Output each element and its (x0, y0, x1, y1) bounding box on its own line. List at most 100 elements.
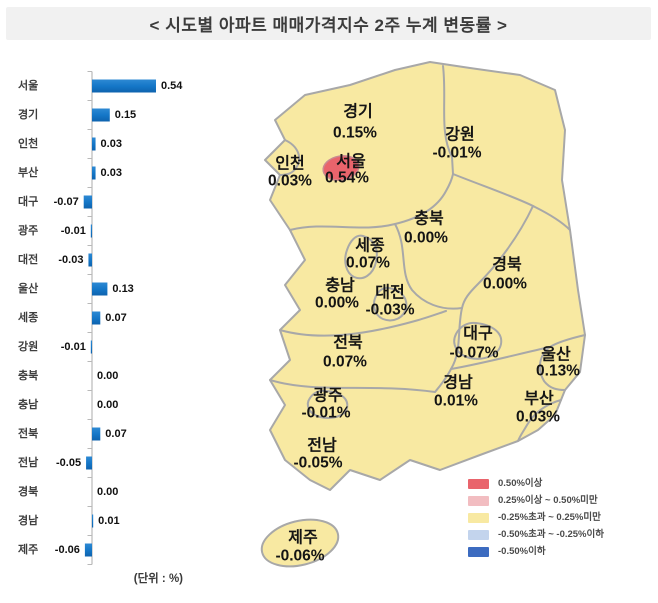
map-legend: 0.50%이상 0.25%이상 ~ 0.50%미만 -0.25%초과 ~ 0.25%… (468, 479, 604, 564)
bar (92, 79, 156, 93)
bar-value-label: 0.54 (161, 80, 183, 92)
bar-category-label: 대구 (18, 194, 38, 208)
bar-category-label: 광주 (18, 224, 38, 237)
map-region-label: 경기 (343, 103, 372, 121)
sejong-border (344, 234, 378, 280)
bar-value-label: 0.07 (105, 428, 126, 440)
bar-value-label: -0.07 (54, 196, 79, 208)
bar-chart: 서울 0.54 경기 0.15 인천 0.03 부산 0.03 대구 -0.07 광주 -0.01 대전… (18, 71, 183, 565)
bar-category-label: 대전 (18, 252, 38, 266)
province-border (452, 173, 571, 231)
gwangju-border (306, 389, 349, 419)
province-border (279, 139, 301, 176)
korea-map-svg: 경기0.15% 강원-0.01%인천0.03%서울0.54%충북0.00%세종0.… (260, 61, 586, 568)
map-region-value: -0.07% (449, 345, 498, 362)
bar (84, 543, 92, 557)
bar-category-label: 강원 (18, 339, 38, 353)
map-region-label: 경북 (492, 256, 522, 274)
bar-category-label: 전북 (18, 426, 38, 440)
bar (83, 195, 92, 209)
bar (92, 166, 96, 180)
map-region-value: 0.00% (404, 230, 448, 247)
map-region-value: 0.54% (325, 170, 369, 187)
bar-value-label: 0.00 (97, 370, 118, 382)
province-border (289, 173, 454, 231)
bar-value-label: 0.01 (98, 515, 119, 527)
page-title-bar: < 시도별 아파트 매매가격지수 2주 누계 변동률 > (6, 7, 651, 40)
map-region-label: 인천 (275, 155, 304, 173)
province-border (269, 379, 436, 393)
map-region-label: 강원 (445, 126, 474, 144)
map-region-value: 0.03% (268, 173, 312, 190)
bar-value-label: 0.13 (112, 283, 133, 295)
legend-swatch (468, 513, 489, 523)
map-region-value: -0.01% (301, 405, 350, 422)
jeju-island (260, 518, 340, 568)
map-region-value: -0.06% (275, 548, 324, 565)
daegu-border (453, 321, 503, 360)
bar-value-label: -0.05 (56, 457, 81, 469)
map-region-value: -0.05% (293, 455, 342, 472)
bar-value-label: -0.03 (58, 254, 83, 266)
map-region-label: 울산 (541, 346, 571, 364)
legend-item: -0.50%초과 ~ -0.25%이하 (468, 530, 604, 540)
legend-label: -0.25%초과 ~ 0.25%미만 (498, 512, 601, 523)
bar-value-label: 0.07 (105, 312, 126, 324)
map-region-label: 충북 (414, 210, 444, 228)
map-region-label: 충남 (325, 277, 355, 295)
bar-category-label: 경기 (18, 107, 38, 121)
korea-map: 경기 0.15% 강원 -0.01% 인천 0.03% 서울 0.54% 충북 0.00% 세종 0.… (250, 52, 658, 603)
bar-category-label: 전남 (18, 455, 38, 469)
legend-swatch (468, 530, 489, 540)
bar (92, 427, 101, 441)
map-region-value: 0.13% (536, 363, 580, 380)
legend-label: -0.50%이하 (498, 546, 546, 557)
bar (92, 108, 110, 122)
map-region-label: 서울 (336, 153, 366, 171)
bar (92, 282, 108, 296)
province-border (450, 346, 551, 370)
province-border (279, 310, 447, 337)
bar-category-label: 충남 (18, 397, 38, 411)
legend-label: -0.50%초과 ~ -0.25%이하 (498, 529, 604, 540)
bar (92, 311, 101, 325)
bar-value-label: 0.00 (97, 486, 118, 498)
bar-category-label: 경남 (18, 513, 38, 527)
map-region-label: 전남 (307, 437, 337, 455)
bar-category-label: 제주 (18, 542, 38, 556)
bar-category-label: 인천 (18, 136, 38, 150)
bar-value-label: -0.01 (61, 225, 86, 237)
map-region-label: 세종 (355, 237, 385, 255)
legend-item: -0.25%초과 ~ 0.25%미만 (468, 513, 604, 523)
province-border (394, 223, 463, 310)
map-region-label: 제주 (288, 529, 318, 547)
bar-value-label: 0.00 (97, 399, 118, 411)
legend-label: 0.50%이상 (498, 478, 543, 489)
map-region-label: 전북 (333, 334, 363, 352)
legend-swatch (468, 496, 489, 506)
province-border (442, 65, 454, 175)
bar-category-label: 세종 (18, 310, 38, 324)
map-region-value: 0.07% (346, 255, 390, 272)
map-region-label: 대전 (375, 284, 404, 302)
province-border (517, 399, 562, 442)
legend-item: 0.50%이상 (468, 479, 604, 489)
bar-value-label: -0.01 (61, 341, 86, 353)
map-region-value: -0.01% (432, 145, 481, 162)
bar-category-label: 울산 (18, 281, 38, 295)
legend-item: -0.50%이하 (468, 547, 604, 557)
bar (92, 137, 96, 151)
bar-category-label: 충북 (18, 368, 38, 382)
seoul-highlight (322, 155, 360, 181)
bar-category-label: 부산 (18, 165, 38, 179)
map-region-label: 광주 (313, 386, 343, 405)
bar-category-label: 경북 (18, 484, 38, 498)
map-region-value: -0.03% (365, 302, 414, 319)
bar-value-label: 0.03 (101, 138, 122, 150)
legend-swatch (468, 547, 489, 557)
bar (92, 514, 94, 528)
bar-value-label: -0.06 (55, 544, 80, 556)
bar (90, 340, 92, 354)
map-region-value: 0.07% (323, 354, 367, 371)
bar-value-label: 0.03 (101, 167, 122, 179)
